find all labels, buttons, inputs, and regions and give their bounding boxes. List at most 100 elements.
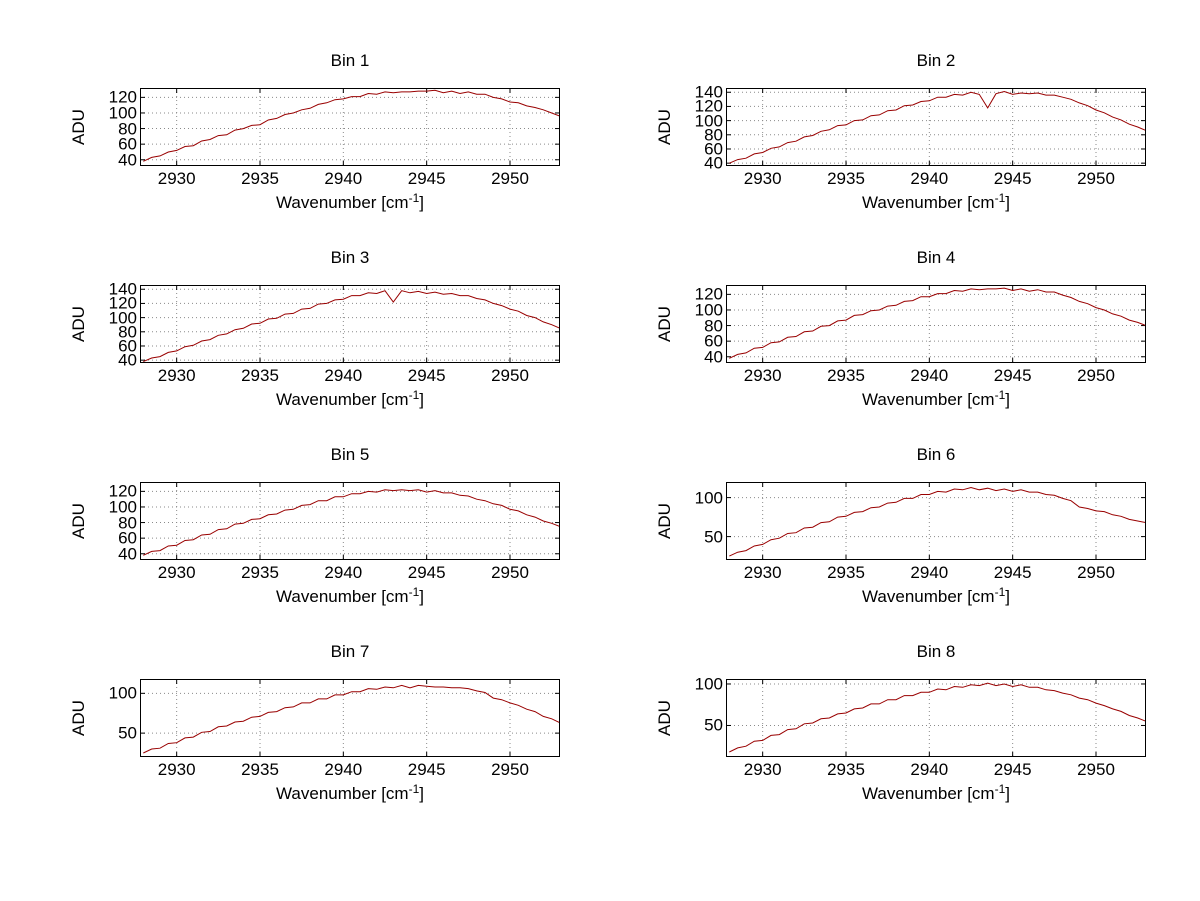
- y-tick-label: 80: [118, 513, 137, 533]
- axes-box: [140, 285, 560, 363]
- x-tick-labels: 2930 2935 2940 2945 2950: [726, 757, 1146, 779]
- x-tick-label: 2945: [407, 563, 446, 582]
- x-axis-label-text: Wavenumber [cm: [276, 587, 409, 606]
- axes-box: [726, 482, 1146, 560]
- y-tick-label: 100: [694, 488, 723, 508]
- y-tick-label: 80: [704, 125, 723, 145]
- y-tick-label: 100: [694, 674, 723, 694]
- y-tick-labels: 50 100: [92, 679, 140, 757]
- y-tick-labels: 40 60 80 100 120: [92, 88, 140, 168]
- y-tick-label: 60: [118, 528, 137, 548]
- plots-grid: Bin 1 ADU 40 60 80 100 120 2930 2935 2940 2945 2…: [66, 48, 1146, 813]
- x-axis-label-text: Wavenumber [cm: [862, 587, 995, 606]
- x-tick-label: 2935: [827, 366, 865, 385]
- axes-area: [140, 679, 560, 757]
- spectrum-line: [143, 290, 560, 363]
- subplot-bin-6: Bin 6 ADU 50 100 2930 2935 2940 2945 2950 Wav…: [652, 442, 1146, 616]
- axes-area: [140, 88, 560, 166]
- x-tick-label: 2945: [407, 169, 446, 188]
- y-tick-label: 50: [704, 527, 723, 547]
- spectrum-plot: [140, 285, 560, 363]
- x-axis-label-superscript: -1: [994, 388, 1006, 402]
- x-tick-label: 2940: [910, 169, 949, 188]
- y-tick-label: 100: [108, 683, 137, 703]
- y-tick-labels: 40 60 80 100 120: [678, 285, 726, 367]
- x-axis-label-text: Wavenumber [cm: [862, 390, 995, 409]
- plot-title: Bin 5: [330, 445, 370, 464]
- plot-title: Bin 2: [916, 51, 956, 70]
- y-axis-label: ADU: [69, 700, 88, 736]
- plot-row: ADU 40 60 80 100 120 140: [652, 84, 1146, 172]
- x-tick-labels: 2930 2935 2940 2945 2950: [726, 560, 1146, 582]
- x-axis-label-superscript: -1: [994, 782, 1006, 796]
- x-tick-label: 2945: [993, 366, 1032, 385]
- plot-title: Bin 8: [916, 642, 956, 661]
- spectrum-plot: [140, 88, 560, 166]
- axes-area: [140, 285, 560, 363]
- spectrum-plot: [726, 285, 1146, 363]
- y-tick-label: 60: [704, 139, 723, 159]
- x-tick-label: 2945: [407, 366, 446, 385]
- y-tick-label: 120: [694, 96, 723, 116]
- x-tick-label: 2935: [241, 169, 279, 188]
- x-tick-label: 2940: [910, 366, 949, 385]
- y-tick-label: 50: [704, 715, 723, 735]
- x-axis-label-suffix: ]: [1005, 193, 1010, 212]
- y-tick-labels: 40 60 80 100 120: [92, 482, 140, 564]
- y-tick-label: 100: [694, 300, 723, 320]
- spectrum-line: [729, 287, 1146, 359]
- plot-title: Bin 7: [330, 642, 370, 661]
- plot-title: Bin 4: [916, 248, 956, 267]
- y-tick-label: 100: [108, 497, 137, 517]
- x-tick-label: 2950: [1077, 760, 1115, 779]
- x-tick-label: 2945: [993, 563, 1032, 582]
- x-axis-label-suffix: ]: [1005, 784, 1010, 803]
- y-tick-label: 40: [704, 347, 723, 367]
- x-tick-label: 2940: [910, 760, 949, 779]
- spectrum-plot: [140, 482, 560, 560]
- x-axis-label: Wavenumber [cm-1]: [140, 385, 560, 419]
- x-axis-label-text: Wavenumber [cm: [276, 784, 409, 803]
- axes-area: [140, 482, 560, 560]
- axes-box: [726, 285, 1146, 363]
- subplot-bin-5: Bin 5 ADU 40 60 80 100 120 2930 2935 2940 2945 2…: [66, 442, 560, 616]
- x-axis-label: Wavenumber [cm-1]: [726, 188, 1146, 222]
- spectrum-line: [729, 682, 1146, 753]
- axes-box: [140, 482, 560, 560]
- x-tick-label: 2950: [491, 760, 529, 779]
- y-axis-label-wrap: ADU: [652, 482, 678, 560]
- x-tick-label: 2950: [491, 169, 529, 188]
- y-tick-labels: 50 100: [678, 482, 726, 560]
- y-axis-label-wrap: ADU: [66, 679, 92, 757]
- x-axis-label: Wavenumber [cm-1]: [726, 385, 1146, 419]
- y-axis-label-wrap: ADU: [66, 482, 92, 560]
- x-axis-label-superscript: -1: [408, 191, 420, 205]
- spectrum-line: [143, 89, 560, 162]
- plot-row: ADU 50 100: [66, 679, 560, 757]
- plot-row: ADU 40 60 80 100 120: [652, 285, 1146, 367]
- x-tick-label: 2945: [993, 760, 1032, 779]
- plot-title: Bin 1: [330, 51, 370, 70]
- y-axis-label: ADU: [69, 306, 88, 342]
- y-axis-label-wrap: ADU: [652, 679, 678, 757]
- y-axis-label: ADU: [69, 503, 88, 539]
- x-tick-label: 2945: [407, 760, 446, 779]
- spectrum-line: [729, 486, 1146, 557]
- x-tick-labels: 2930 2935 2940 2945 2950: [140, 166, 560, 188]
- spectrum-line: [143, 684, 560, 754]
- y-tick-label: 80: [704, 316, 723, 336]
- y-tick-label: 120: [108, 293, 137, 313]
- x-axis-label-superscript: -1: [994, 191, 1006, 205]
- subplot-bin-7: Bin 7 ADU 50 100 2930 2935 2940 2945 2950 Wav…: [66, 639, 560, 813]
- y-tick-label: 50: [118, 723, 137, 743]
- y-axis-label: ADU: [655, 700, 674, 736]
- x-axis-label-suffix: ]: [419, 784, 424, 803]
- x-axis-label-superscript: -1: [408, 388, 420, 402]
- subplot-bin-2: Bin 2 ADU 40 60 80 100 120 140 2930 2935 2940 29…: [652, 48, 1146, 222]
- y-tick-label: 40: [118, 544, 137, 564]
- x-tick-label: 2935: [241, 366, 279, 385]
- spectrum-plot: [726, 88, 1146, 166]
- axes-area: [726, 285, 1146, 363]
- y-tick-label: 40: [704, 153, 723, 173]
- y-axis-label: ADU: [69, 109, 88, 145]
